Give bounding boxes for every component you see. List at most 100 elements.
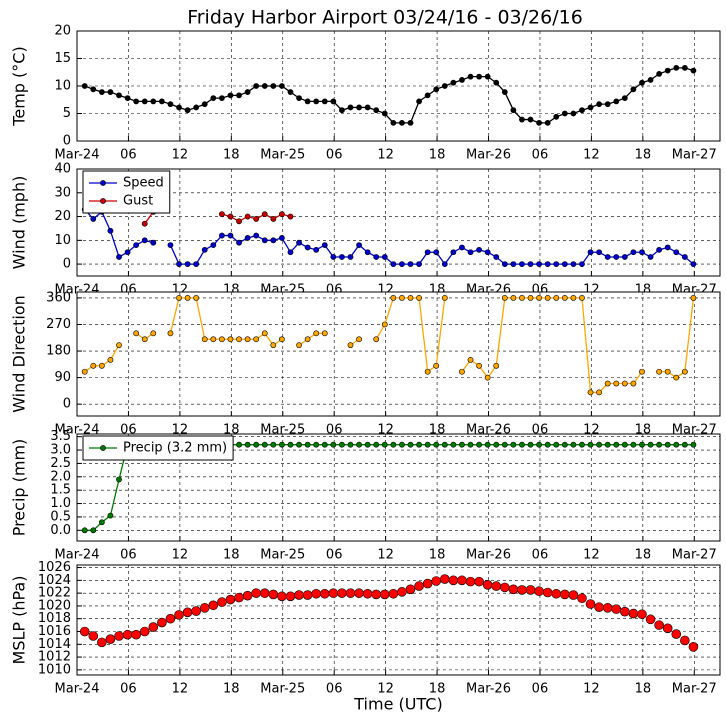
data-point	[176, 295, 182, 301]
data-point	[441, 295, 448, 301]
data-point	[465, 576, 476, 587]
data-point	[416, 261, 422, 268]
data-point	[90, 216, 97, 222]
data-point	[236, 218, 242, 225]
data-point	[218, 232, 225, 239]
data-point	[510, 441, 517, 448]
data-point	[628, 608, 639, 619]
data-point	[613, 254, 620, 260]
x-tick-label: Mar-24	[55, 548, 100, 563]
y-tick-label: 3.0	[50, 443, 71, 458]
data-point	[337, 588, 347, 598]
data-point	[596, 389, 603, 396]
data-point	[553, 261, 560, 268]
x-tick-label: Mar-27	[672, 148, 717, 163]
data-point	[148, 622, 159, 632]
data-point	[141, 237, 148, 244]
data-point	[656, 246, 663, 253]
data-point	[193, 295, 200, 301]
data-point	[476, 73, 482, 80]
data-point	[561, 261, 568, 268]
data-point	[313, 441, 320, 448]
x-tick-label: 06	[326, 148, 343, 163]
data-point	[553, 295, 560, 301]
x-tick-label: 06	[326, 548, 343, 563]
data-point	[630, 249, 637, 256]
data-point	[579, 261, 585, 268]
data-point	[611, 604, 622, 614]
data-point	[328, 588, 339, 598]
data-point	[285, 591, 296, 602]
data-point	[98, 89, 105, 95]
data-point	[542, 587, 553, 598]
data-point	[450, 441, 457, 448]
data-point	[270, 441, 277, 448]
data-point	[381, 321, 388, 328]
data-point	[354, 588, 364, 598]
data-point	[236, 336, 242, 343]
data-point	[116, 254, 122, 260]
y-tick-label: 5	[63, 106, 71, 121]
y-tick-label: 0.5	[50, 509, 71, 524]
x-tick-label: 12	[377, 548, 394, 563]
data-point	[656, 368, 663, 375]
data-point	[345, 588, 356, 598]
data-point	[270, 83, 277, 89]
data-point	[347, 104, 354, 111]
data-point	[302, 590, 313, 600]
data-point	[467, 357, 474, 363]
y-tick-label: 1024	[38, 573, 71, 588]
legend-marker	[100, 445, 106, 451]
data-point	[347, 342, 354, 349]
data-point	[439, 574, 450, 584]
data-point	[139, 626, 150, 637]
y-axis-label: Precip (mm)	[10, 439, 29, 537]
data-point	[124, 95, 131, 101]
data-point	[218, 95, 225, 101]
data-point	[596, 441, 603, 448]
data-point	[279, 336, 285, 343]
data-point	[690, 261, 697, 268]
data-point	[517, 585, 527, 595]
data-point	[594, 602, 604, 613]
data-point	[519, 261, 525, 268]
data-point	[227, 213, 234, 220]
data-point	[193, 261, 200, 268]
data-point	[261, 237, 268, 244]
data-point	[596, 101, 603, 108]
data-point	[491, 581, 502, 591]
data-point	[664, 244, 671, 251]
data-point	[407, 441, 414, 448]
data-point	[90, 527, 97, 534]
x-tick-label: 18	[429, 148, 446, 163]
data-point	[81, 368, 88, 375]
data-point	[277, 591, 287, 602]
data-point	[585, 599, 596, 609]
data-point	[244, 441, 251, 448]
data-point	[620, 606, 630, 617]
data-point	[339, 441, 345, 448]
x-tick-label: 12	[377, 682, 394, 697]
data-point	[261, 330, 268, 337]
data-point	[167, 242, 174, 248]
chart-title: Friday Harbor Airport 03/24/16 - 03/26/1…	[187, 7, 583, 29]
y-tick-label: 2.5	[50, 456, 71, 471]
legend-marker	[100, 198, 106, 204]
y-tick-label: 0	[63, 134, 71, 149]
data-point	[673, 441, 680, 448]
data-point	[371, 589, 382, 600]
data-point	[184, 261, 191, 268]
data-point	[279, 441, 285, 448]
x-tick-label: 18	[223, 148, 240, 163]
data-point	[536, 119, 543, 126]
data-point	[347, 441, 354, 448]
data-point	[167, 101, 174, 108]
data-point	[604, 101, 611, 108]
y-tick-label: 20	[54, 24, 71, 39]
data-point	[261, 83, 268, 89]
data-point	[150, 330, 157, 337]
data-point	[501, 89, 508, 95]
data-point	[639, 368, 645, 375]
data-point	[133, 242, 140, 248]
data-point	[544, 261, 551, 268]
